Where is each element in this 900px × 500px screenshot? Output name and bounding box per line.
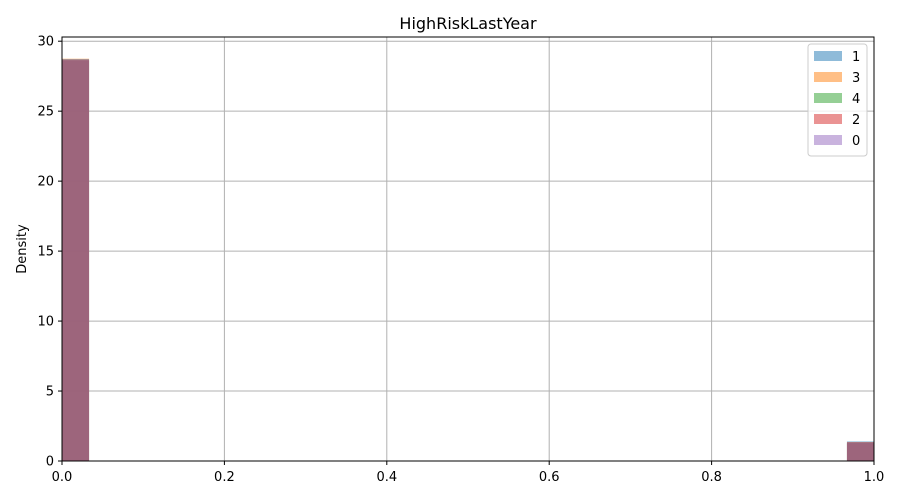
y-tick-label: 30: [37, 35, 54, 50]
y-tick-label: 15: [37, 245, 54, 260]
y-tick-label: 0: [46, 455, 54, 470]
y-axis-label: Density: [15, 224, 30, 274]
legend-swatch-3: [814, 72, 842, 82]
histogram-bars: [62, 58, 874, 462]
plot-frame: [61, 36, 875, 462]
y-tick-label: 5: [46, 385, 54, 400]
y-tick-label: 25: [37, 105, 54, 120]
legend: 1 3 4 2 0: [807, 43, 868, 157]
legend-swatch-1: [814, 51, 842, 61]
legend-label-0: 0: [852, 134, 860, 149]
x-axis-ticks: 0.0 0.2 0.4 0.6 0.8 1.0: [52, 461, 885, 485]
x-tick-label: 0.4: [376, 470, 397, 485]
y-axis-ticks: 0 5 10 15 20 25 30: [37, 35, 62, 470]
y-tick-label: 10: [37, 315, 54, 330]
legend-label-2: 2: [852, 113, 860, 128]
x-tick-label: 0.2: [214, 470, 235, 485]
legend-swatch-2: [814, 114, 842, 124]
legend-label-3: 3: [852, 71, 860, 86]
x-tick-label: 0.8: [701, 470, 722, 485]
y-tick-label: 20: [37, 175, 54, 190]
legend-label-1: 1: [852, 50, 860, 65]
x-tick-label: 0.0: [52, 470, 73, 485]
x-tick-label: 1.0: [864, 470, 885, 485]
legend-label-4: 4: [852, 92, 860, 107]
legend-swatch-0: [814, 135, 842, 145]
legend-swatch-4: [814, 93, 842, 103]
x-tick-label: 0.6: [539, 470, 560, 485]
chart-title: HighRiskLastYear: [399, 14, 537, 33]
bar-series-0-bin-1: [846, 443, 874, 461]
bar-series-0-bin-0: [62, 59, 90, 462]
